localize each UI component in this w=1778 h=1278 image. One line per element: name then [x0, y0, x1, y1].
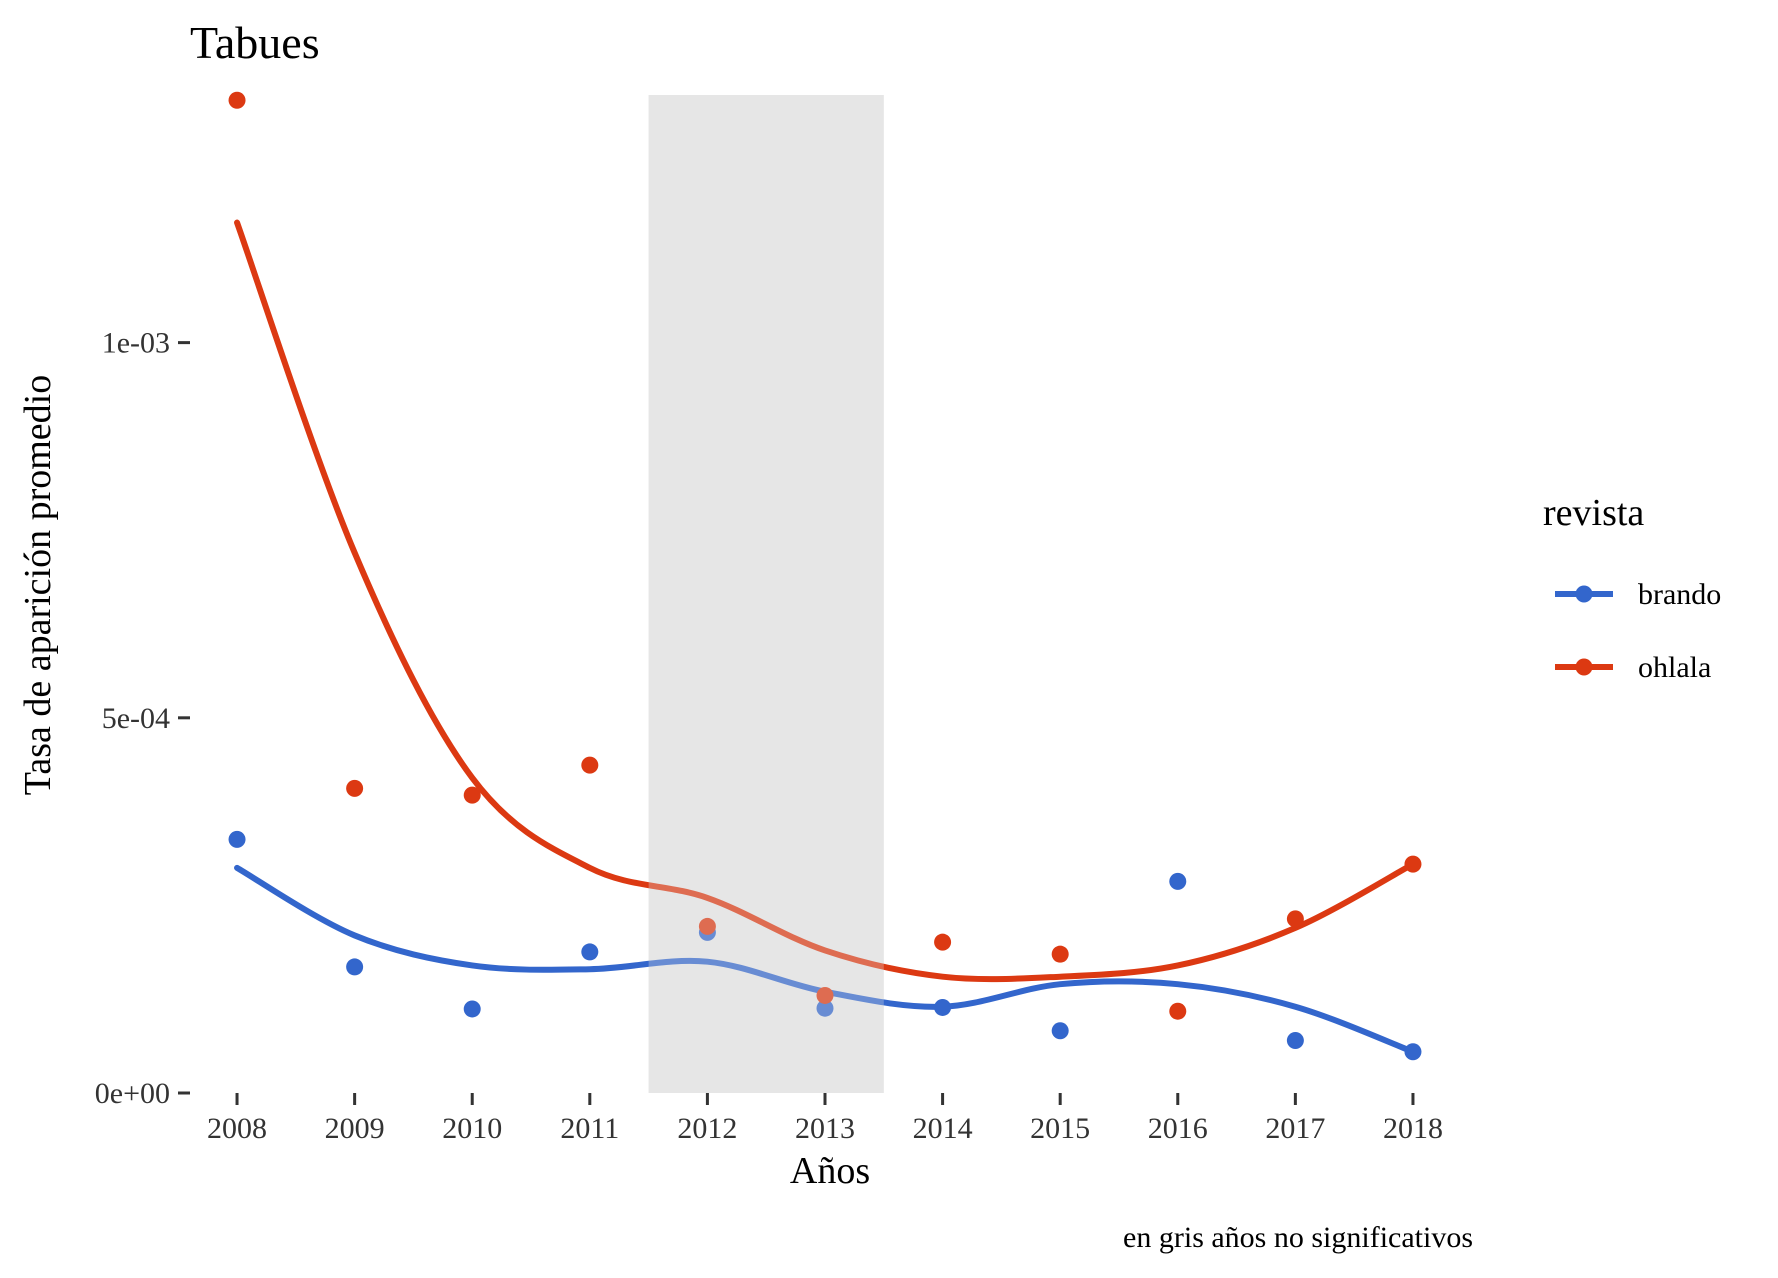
smooth-line-ohlala	[234, 219, 1416, 983]
x-tick-label-2010: 2010	[442, 1112, 502, 1145]
x-tick-label-2014: 2014	[913, 1112, 973, 1145]
chart-title: Tabues	[190, 17, 320, 68]
legend-label-brando: brando	[1638, 578, 1721, 611]
x-tick-label-2015: 2015	[1030, 1112, 1090, 1145]
x-tick-label-2009: 2009	[325, 1112, 385, 1145]
x-tick-label-2012: 2012	[677, 1112, 737, 1145]
data-point-ohlala-2008	[228, 91, 246, 109]
data-point-brando-2015	[1051, 1022, 1069, 1040]
data-point-ohlala-2018	[1404, 855, 1422, 873]
data-point-brando-2016	[1169, 872, 1187, 890]
data-point-ohlala-2013	[816, 986, 834, 1004]
x-tick-label-2016: 2016	[1148, 1112, 1208, 1145]
x-tick-label-2013: 2013	[795, 1112, 855, 1145]
data-point-brando-2018	[1404, 1043, 1422, 1061]
data-point-brando-2008	[228, 830, 246, 848]
y-tick-label-0: 0e+00	[95, 1077, 170, 1110]
x-tick-label-2008: 2008	[207, 1112, 267, 1145]
legend-title: revista	[1543, 492, 1644, 534]
data-point-ohlala-2017	[1286, 910, 1304, 928]
legend-dot-brando	[1575, 585, 1593, 603]
data-points-layer	[228, 91, 1422, 1093]
x-axis-title: Años	[790, 1150, 870, 1192]
y-tick-label-2: 1e-03	[102, 327, 170, 360]
data-point-ohlala-2012	[698, 917, 716, 935]
chart-caption: en gris años no significativos	[1123, 1221, 1473, 1254]
legend: revista brando ohlala	[1543, 492, 1721, 684]
y-axis-title: Tasa de aparición promedio	[17, 375, 59, 795]
data-point-ohlala-2010	[463, 786, 481, 804]
data-point-brando-2014	[934, 998, 952, 1016]
data-point-ohlala-2009	[346, 779, 364, 797]
axes: 0e+00 5e-04 1e-03 2008 2009 2010 2011 2012 2013 2…	[95, 327, 1443, 1145]
x-tick-label-2018: 2018	[1383, 1112, 1443, 1145]
x-tick-label-2017: 2017	[1265, 1112, 1325, 1145]
data-point-brando-2013	[816, 999, 834, 1017]
data-point-ohlala-2014	[934, 933, 952, 951]
data-point-brando-2017	[1286, 1031, 1304, 1049]
shaded-region-overlay	[648, 95, 884, 1093]
data-point-ohlala-2015	[1051, 945, 1069, 963]
data-point-brando-2011	[581, 943, 599, 961]
data-point-brando-2009	[346, 958, 364, 976]
data-point-ohlala-2011	[581, 756, 599, 774]
legend-dot-ohlala	[1575, 658, 1593, 676]
legend-label-ohlala: ohlala	[1638, 651, 1711, 684]
x-tick-label-2011: 2011	[560, 1112, 619, 1145]
y-tick-label-1: 5e-04	[102, 702, 170, 735]
data-point-ohlala-2016	[1169, 1002, 1187, 1020]
data-point-brando-2010	[463, 1000, 481, 1018]
